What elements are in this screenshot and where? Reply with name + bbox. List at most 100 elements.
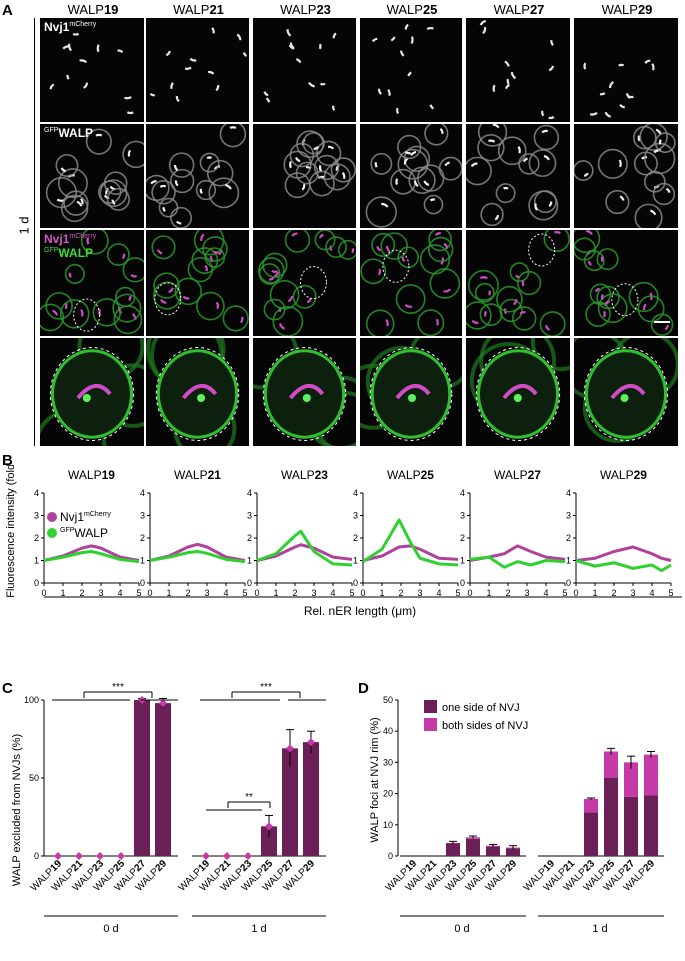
legend-both-sides-label: both sides of NVJ — [442, 720, 528, 732]
column-header-4: WALP27 — [493, 2, 545, 17]
legend-one-side-swatch — [424, 700, 437, 713]
micrograph-r2-c3 — [253, 124, 356, 228]
bar-one-side — [604, 778, 618, 856]
legend-one-side-label: one side of NVJ — [442, 702, 520, 714]
panel-d-ylabel: WALP foci at NVJ rim (%) — [369, 717, 381, 842]
panel-b-legend: Nvj1mCherry GFPWALP — [47, 510, 111, 540]
data-point — [159, 699, 167, 708]
data-point — [96, 852, 104, 860]
panel-c-y-tick: 0 — [34, 851, 39, 861]
panel-d-chart: WALP foci at NVJ rim (%) one side of NVJ… — [369, 695, 664, 935]
micrograph-r1-c5 — [466, 18, 570, 122]
significance-label: *** — [260, 682, 272, 693]
panel-a-time-label: 1 d — [16, 216, 32, 235]
panel-b-ylabel: Fluorescence intensity (fold) — [5, 465, 17, 598]
data-point — [75, 852, 83, 860]
row3-tag-nvj1: Nvj1mCherry — [44, 232, 97, 246]
x-tick-label: 0 — [254, 588, 259, 598]
profile-plot-6: WALP29 0 1 2 3 4 0 1 2 3 4 5 — [566, 468, 674, 598]
data-point — [202, 852, 210, 860]
panel-d-y-tick: 20 — [383, 789, 393, 799]
x-tick-label: 1 — [486, 588, 491, 598]
x-tick-label: 4 — [223, 588, 228, 598]
micrograph-r3-c5 — [466, 230, 570, 336]
x-tick-label: 2 — [505, 588, 510, 598]
y-tick-label: 2 — [460, 533, 465, 543]
y-tick-label: 2 — [140, 533, 145, 543]
x-tick-label: 5 — [136, 588, 141, 598]
bar-one-side — [624, 796, 638, 856]
group-label: 1 d — [251, 923, 266, 935]
y-tick-label: 1 — [353, 556, 358, 566]
series-line-nvj1 — [256, 543, 353, 562]
panel-d-y-tick: 10 — [383, 820, 393, 830]
micrograph-r3-c3 — [253, 230, 356, 336]
y-tick-label: 0 — [34, 578, 39, 588]
micrograph-r3-c4 — [360, 230, 462, 336]
panel-d-y-tick: 40 — [383, 726, 393, 736]
series-line-nvj1 — [575, 545, 672, 562]
column-header-3: WALP25 — [386, 2, 438, 17]
y-tick-label: 1 — [460, 556, 465, 566]
y-tick-label: 3 — [566, 511, 571, 521]
x-tick-label: 0 — [41, 588, 46, 598]
micrograph-r4-c3 — [253, 338, 356, 446]
y-tick-label: 3 — [353, 511, 358, 521]
panel-c-ylabel: WALP excluded from NVJs (%) — [11, 734, 23, 886]
y-tick-label: 1 — [140, 556, 145, 566]
micrograph-r4-c2 — [146, 338, 249, 446]
row2-tag: GFPWALP — [44, 126, 94, 140]
profile-title-2: WALP21 — [174, 468, 221, 482]
panel-d-y-tick: 0 — [388, 851, 393, 861]
x-tick-label: 4 — [543, 588, 548, 598]
group-label: 0 d — [103, 923, 118, 935]
row1-tag: Nvj1mCherry — [44, 20, 97, 34]
data-point — [244, 852, 252, 860]
y-tick-label: 2 — [34, 533, 39, 543]
micrograph-r4-c1 — [40, 338, 144, 446]
data-point — [265, 822, 273, 831]
panel-a-bracket-line — [34, 18, 35, 446]
profile-plot-3: WALP23 0 1 2 3 4 0 1 2 3 4 5 — [247, 468, 355, 598]
micrograph-r4-c4 — [360, 338, 462, 446]
legend-walp-marker — [47, 528, 57, 538]
panel-b-letter: B — [2, 452, 13, 469]
profile-title-5: WALP27 — [494, 468, 541, 482]
bar-one-side — [584, 812, 598, 856]
panel-d-y-tick: 50 — [383, 695, 393, 705]
series-line-walp — [362, 518, 459, 567]
series-line-walp — [43, 550, 140, 564]
y-tick-label: 2 — [247, 533, 252, 543]
panel-c-letter: C — [2, 680, 13, 697]
profile-title-1: WALP19 — [68, 468, 115, 482]
micrograph-r4-c5 — [466, 338, 570, 446]
panel-c-chart: WALP excluded from NVJs (%) 050100WALP19… — [11, 682, 326, 935]
x-tick-label: 5 — [668, 588, 673, 598]
micrograph-r1-c4 — [360, 18, 462, 122]
x-tick-label: 5 — [455, 588, 460, 598]
y-tick-label: 0 — [353, 578, 358, 588]
row3-tag-walp: GFPWALP — [44, 246, 94, 260]
x-tick-label: 5 — [562, 588, 567, 598]
column-header-1: WALP21 — [173, 2, 224, 17]
x-tick-label: 5 — [242, 588, 247, 598]
series-line-nvj1 — [362, 544, 459, 562]
bar-one-side — [506, 848, 520, 856]
profile-plot-5: WALP27 0 1 2 3 4 0 1 2 3 4 5 — [460, 468, 568, 598]
panel-c-y-tick: 50 — [29, 773, 39, 783]
micrograph-r3-c2 — [146, 230, 249, 336]
micrograph-r1-c6 — [574, 18, 678, 122]
column-header-0: WALP19 — [67, 2, 119, 17]
x-tick-label: 1 — [379, 588, 384, 598]
x-tick-label: 3 — [524, 588, 529, 598]
x-tick-label: 1 — [592, 588, 597, 598]
x-tick-label: 0 — [360, 588, 365, 598]
micrograph-r2-c5 — [466, 124, 570, 228]
y-tick-label: 4 — [460, 488, 465, 498]
bar — [155, 703, 171, 856]
panel-b-chart: Fluorescence intensity (fold) WALP19 0 1 2 3… — [5, 465, 682, 618]
y-tick-label: 0 — [460, 578, 465, 588]
profile-title-3: WALP23 — [281, 468, 328, 482]
